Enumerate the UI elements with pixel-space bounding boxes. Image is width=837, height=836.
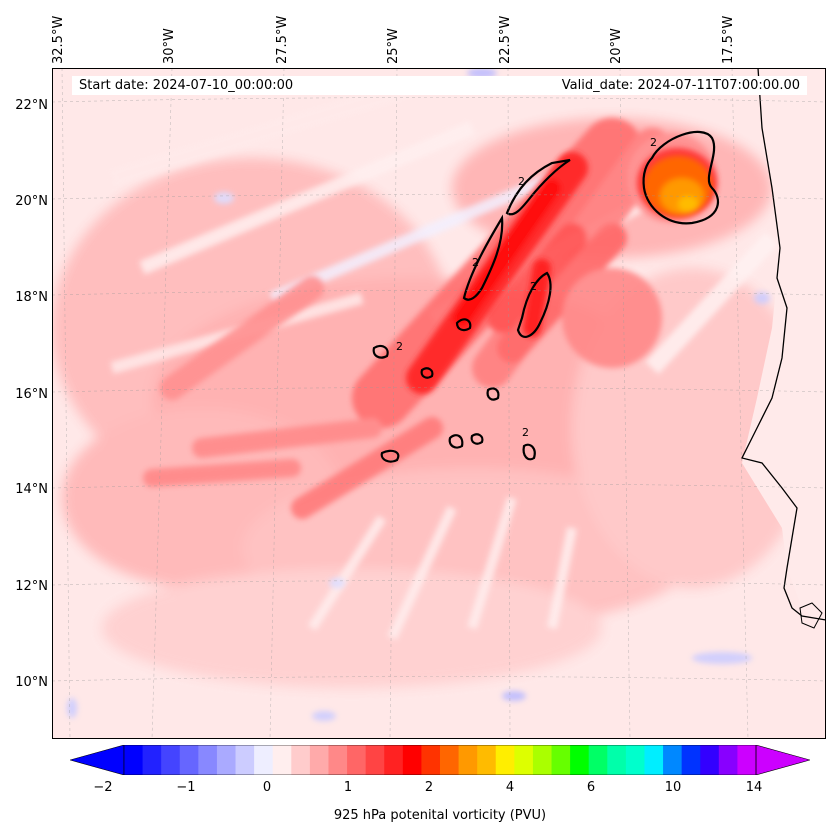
colorbar-segment <box>514 745 534 775</box>
colorbar-segment <box>235 745 255 775</box>
pv-contour-small-1 <box>455 318 472 332</box>
pv-contour-ne <box>642 130 720 225</box>
contour-label: 2 <box>518 175 525 188</box>
colorbar-segment <box>384 745 404 775</box>
colorbar-segment <box>179 745 199 775</box>
lon-tick-label: 27.5°W <box>275 15 290 64</box>
colorbar-tick-label: 10 <box>664 780 682 795</box>
lat-tick-label: 18°N <box>15 290 48 305</box>
start-date-label: Start date: 2024-07-10_00:00:00 <box>79 78 294 93</box>
colorbar-segment <box>272 745 292 775</box>
lat-tick-label: 16°N <box>15 387 48 402</box>
colorbar-segment <box>142 745 162 775</box>
pv-contour-small-3 <box>486 387 500 401</box>
colorbar-segment <box>663 745 683 775</box>
colorbar-segment <box>495 745 515 775</box>
colorbar-segment <box>458 745 478 775</box>
colorbar-segment <box>532 745 553 775</box>
colorbar-segment <box>588 745 608 775</box>
lat-tick-label: 20°N <box>15 194 48 209</box>
lon-tick-label: 20°W <box>609 28 624 64</box>
colorbar-extend-left <box>70 745 125 775</box>
lon-tick-label: 32.5°W <box>51 15 66 64</box>
colorbar-tick-label: 2 <box>424 780 434 795</box>
lon-tick-label: 25°W <box>386 28 401 64</box>
colorbar-segment <box>477 745 497 775</box>
colorbar-tick-label: −2 <box>93 780 113 795</box>
map-gridlines <box>52 68 826 739</box>
colorbar-segment <box>625 745 645 775</box>
island-coastline <box>799 602 823 629</box>
colorbar-tick-label: 4 <box>505 780 515 795</box>
colorbar-segment <box>737 745 757 775</box>
colorbar-segment <box>570 745 590 775</box>
info-box <box>72 76 807 95</box>
colorbar-segment <box>440 745 460 775</box>
map-panel: 2 2 2 2 2 2 <box>52 68 826 739</box>
colorbar-segment <box>551 745 571 775</box>
colorbar-segment <box>161 745 181 775</box>
contour-label: 2 <box>530 280 537 293</box>
colorbar <box>70 745 810 775</box>
colorbar-segment <box>402 745 422 775</box>
colorbar-extend-right <box>755 745 810 775</box>
colorbar-segment <box>216 745 237 775</box>
colorbar-segment <box>644 745 664 775</box>
colorbar-svg <box>70 745 810 775</box>
colorbar-segment <box>718 745 738 775</box>
colorbar-segment <box>328 745 348 775</box>
africa-coastline <box>741 68 826 621</box>
contour-label: 2 <box>472 256 479 269</box>
pv-contour-band-mid <box>462 214 504 301</box>
colorbar-segment <box>124 745 144 775</box>
lon-tick-label: 30°W <box>162 28 177 64</box>
pv-contour-band-south <box>516 271 552 339</box>
colorbar-segment <box>309 745 329 775</box>
contour-label: 2 <box>650 136 657 149</box>
africa-landmass <box>742 68 826 739</box>
colorbar-segment <box>607 745 627 775</box>
vorticity-maximum <box>644 156 712 216</box>
pv-contour-small-7 <box>420 367 434 379</box>
contour-label: 2 <box>396 340 403 353</box>
contour-label: 2 <box>522 426 529 439</box>
colorbar-segment <box>681 745 701 775</box>
vorticity-map: 2 2 2 2 2 2 <box>52 68 826 739</box>
colorbar-tick-label: 14 <box>745 780 763 795</box>
colorbar-segment <box>347 745 367 775</box>
lat-tick-label: 12°N <box>15 579 48 594</box>
colorbar-tick-label: 1 <box>343 780 353 795</box>
pv-contour-band-north <box>505 158 571 216</box>
colorbar-segments <box>124 745 757 775</box>
lat-tick-label: 10°N <box>15 675 48 690</box>
colorbar-tick-label: −1 <box>176 780 196 795</box>
lon-tick-label: 22.5°W <box>498 15 513 64</box>
lat-tick-label: 14°N <box>15 482 48 497</box>
pv-contour-small-4 <box>448 434 464 449</box>
negative-vorticity-patches <box>67 68 770 721</box>
colorbar-segment <box>198 745 218 775</box>
pv-contour-small-5 <box>380 449 400 463</box>
pv-contours <box>372 130 720 463</box>
colorbar-segment <box>365 745 385 775</box>
pv-contour-small-6 <box>522 443 536 461</box>
colorbar-segment <box>254 745 274 775</box>
colorbar-segment <box>421 745 441 775</box>
colorbar-label: 925 hPa potenital vorticity (PVU) <box>333 808 547 823</box>
lat-tick-label: 22°N <box>15 98 48 113</box>
colorbar-segment <box>700 745 720 775</box>
pv-contour-small-2 <box>372 344 389 359</box>
valid-date-label: Valid_date: 2024-07-11T07:00:00.00 <box>561 78 800 93</box>
colorbar-tick-label: 0 <box>262 780 272 795</box>
pv-contour-small-8 <box>470 433 484 445</box>
colorbar-tick-label: 6 <box>586 780 596 795</box>
lon-tick-label: 17.5°W <box>721 15 736 64</box>
map-frame <box>52 68 826 739</box>
colorbar-segment <box>291 745 311 775</box>
